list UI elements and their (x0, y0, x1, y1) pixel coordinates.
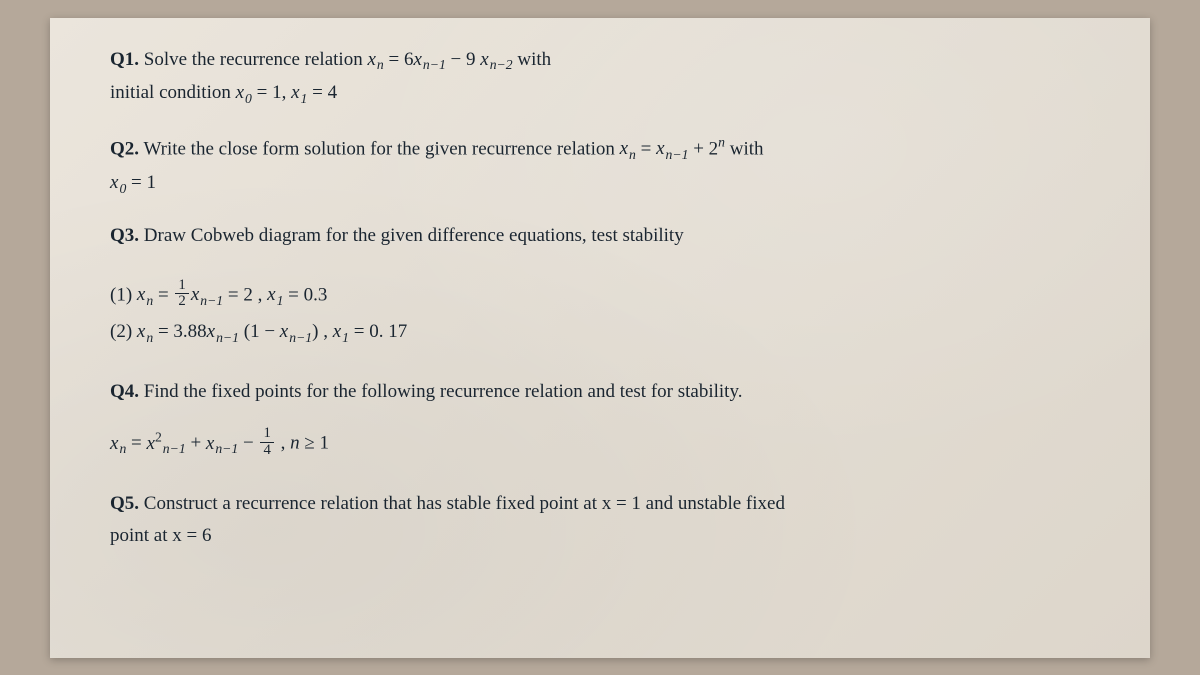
q3-i2-sub3: n−1 (289, 330, 312, 345)
q4-n: n (290, 433, 300, 454)
q4-sup2: 2 (155, 429, 162, 444)
q3-i1-num: (1) (110, 284, 137, 305)
q2-m2-sub: n−1 (666, 147, 689, 162)
q3-i1-eq3: = 0.3 (283, 284, 327, 305)
q3-i1-eq2: = 2 , (223, 284, 267, 305)
q3-i1-x3: x (267, 284, 275, 305)
q3-text: Draw Cobweb diagram for the given differ… (139, 225, 684, 246)
q1-ic2-x: x (291, 82, 299, 103)
q5-text1: Construct a recurrence relation that has… (139, 493, 785, 514)
q4-plus: + (186, 433, 206, 454)
q1-with: with (513, 49, 552, 70)
q3-i2-eq2: = 0. 17 (349, 321, 407, 342)
q1-m3-x: x (480, 49, 488, 70)
q4-sub2: n−1 (163, 441, 186, 456)
q3-i1-sub2: n−1 (200, 293, 223, 308)
q1-ic2-eq: = 4 (307, 82, 337, 103)
q3-label: Q3. (110, 225, 139, 246)
q2-plus: + 2 (688, 138, 718, 159)
q1-ic1-x: x (236, 82, 244, 103)
q2-eq: = (636, 138, 656, 159)
q3-items: (1) xn = 12xn−1 = 2 , x1 = 0.3 (2) xn = … (110, 280, 1090, 348)
q4-frac-den: 4 (260, 443, 273, 459)
q3-i2-x4: x (333, 321, 341, 342)
q1-math-xn-x: x (367, 49, 375, 70)
question-4: Q4. Find the fixed points for the follow… (110, 378, 1090, 461)
q3-i2-sub2: n−1 (216, 330, 239, 345)
q3-i1-eq: = (153, 284, 173, 305)
paper-page: Q1. Solve the recurrence relation xn = 6… (50, 18, 1150, 658)
q3-i1-x: x (137, 284, 145, 305)
q5-label: Q5. (110, 493, 139, 514)
q4-math-line: xn = x2n−1 + xn−1 − 14 , n ≥ 1 (110, 427, 1090, 460)
q3-item-2: (2) xn = 3.88xn−1 (1 − xn−1) , x1 = 0. 1… (110, 318, 1090, 348)
q3-i1-frac-num: 1 (175, 278, 188, 295)
q4-geq: ≥ 1 (300, 433, 329, 454)
q3-i1-frac-den: 2 (175, 294, 188, 310)
q3-i1-x2: x (191, 284, 199, 305)
q1-text: Solve the recurrence relation (139, 49, 367, 70)
question-3: Q3. Draw Cobweb diagram for the given di… (110, 222, 1090, 347)
q1-m2-sub: n−1 (423, 57, 446, 72)
q5-text2: point at x = 6 (110, 525, 212, 546)
q1-ic1-sub: 0 (245, 91, 252, 106)
q3-i2-paren-open: (1 − (239, 321, 280, 342)
q4-minus: − (238, 433, 258, 454)
q2-with: with (725, 138, 764, 159)
q1-label: Q1. (110, 49, 139, 70)
q1-ic1-eq: = 1, (252, 82, 291, 103)
q2-text: Write the close form solution for the gi… (139, 138, 620, 159)
q3-i2-paren-close: ) , (312, 321, 333, 342)
q1-m3-sub: n−2 (490, 57, 513, 72)
q2-m2-x: x (656, 138, 664, 159)
q4-x3: x (206, 433, 214, 454)
q3-i2-x: x (137, 321, 145, 342)
q4-x: x (110, 433, 118, 454)
q4-label: Q4. (110, 381, 139, 402)
q5-line2: point at x = 6 (110, 522, 1090, 550)
q2-m3-sup: n (718, 135, 725, 150)
q1-eq1: = 6 (384, 49, 414, 70)
q2-line2: x0 = 1 (110, 169, 1090, 199)
q4-comma: , (276, 433, 290, 454)
content-area: Q1. Solve the recurrence relation xn = 6… (110, 46, 1090, 550)
question-1: Q1. Solve the recurrence relation xn = 6… (110, 46, 1090, 109)
q1-line2-pre: initial condition (110, 82, 236, 103)
q2-m1-sub: n (629, 147, 636, 162)
q4-eq: = (126, 433, 146, 454)
q1-m2-x: x (413, 49, 421, 70)
q3-i2-eq: = 3.88 (153, 321, 206, 342)
q3-i2-sub4: 1 (342, 330, 349, 345)
q2-l2-x: x (110, 172, 118, 193)
q3-item-1: (1) xn = 12xn−1 = 2 , x1 = 0.3 (110, 280, 1090, 312)
q3-i2-num: (2) (110, 321, 137, 342)
q4-frac-num: 1 (260, 426, 273, 443)
q3-i2-x2: x (207, 321, 215, 342)
question-2: Q2. Write the close form solution for th… (110, 133, 1090, 199)
q2-l2-eq: = 1 (126, 172, 156, 193)
q2-label: Q2. (110, 138, 139, 159)
q1-minus: − 9 (446, 49, 480, 70)
q1-math-xn-sub: n (377, 57, 384, 72)
q4-text: Find the fixed points for the following … (139, 381, 742, 402)
q4-x2: x (147, 433, 155, 454)
question-5: Q5. Construct a recurrence relation that… (110, 490, 1090, 549)
q2-m1-x: x (620, 138, 628, 159)
q3-i2-x3: x (280, 321, 288, 342)
q4-sub3: n−1 (215, 441, 238, 456)
q1-line2: initial condition x0 = 1, x1 = 4 (110, 79, 1090, 109)
